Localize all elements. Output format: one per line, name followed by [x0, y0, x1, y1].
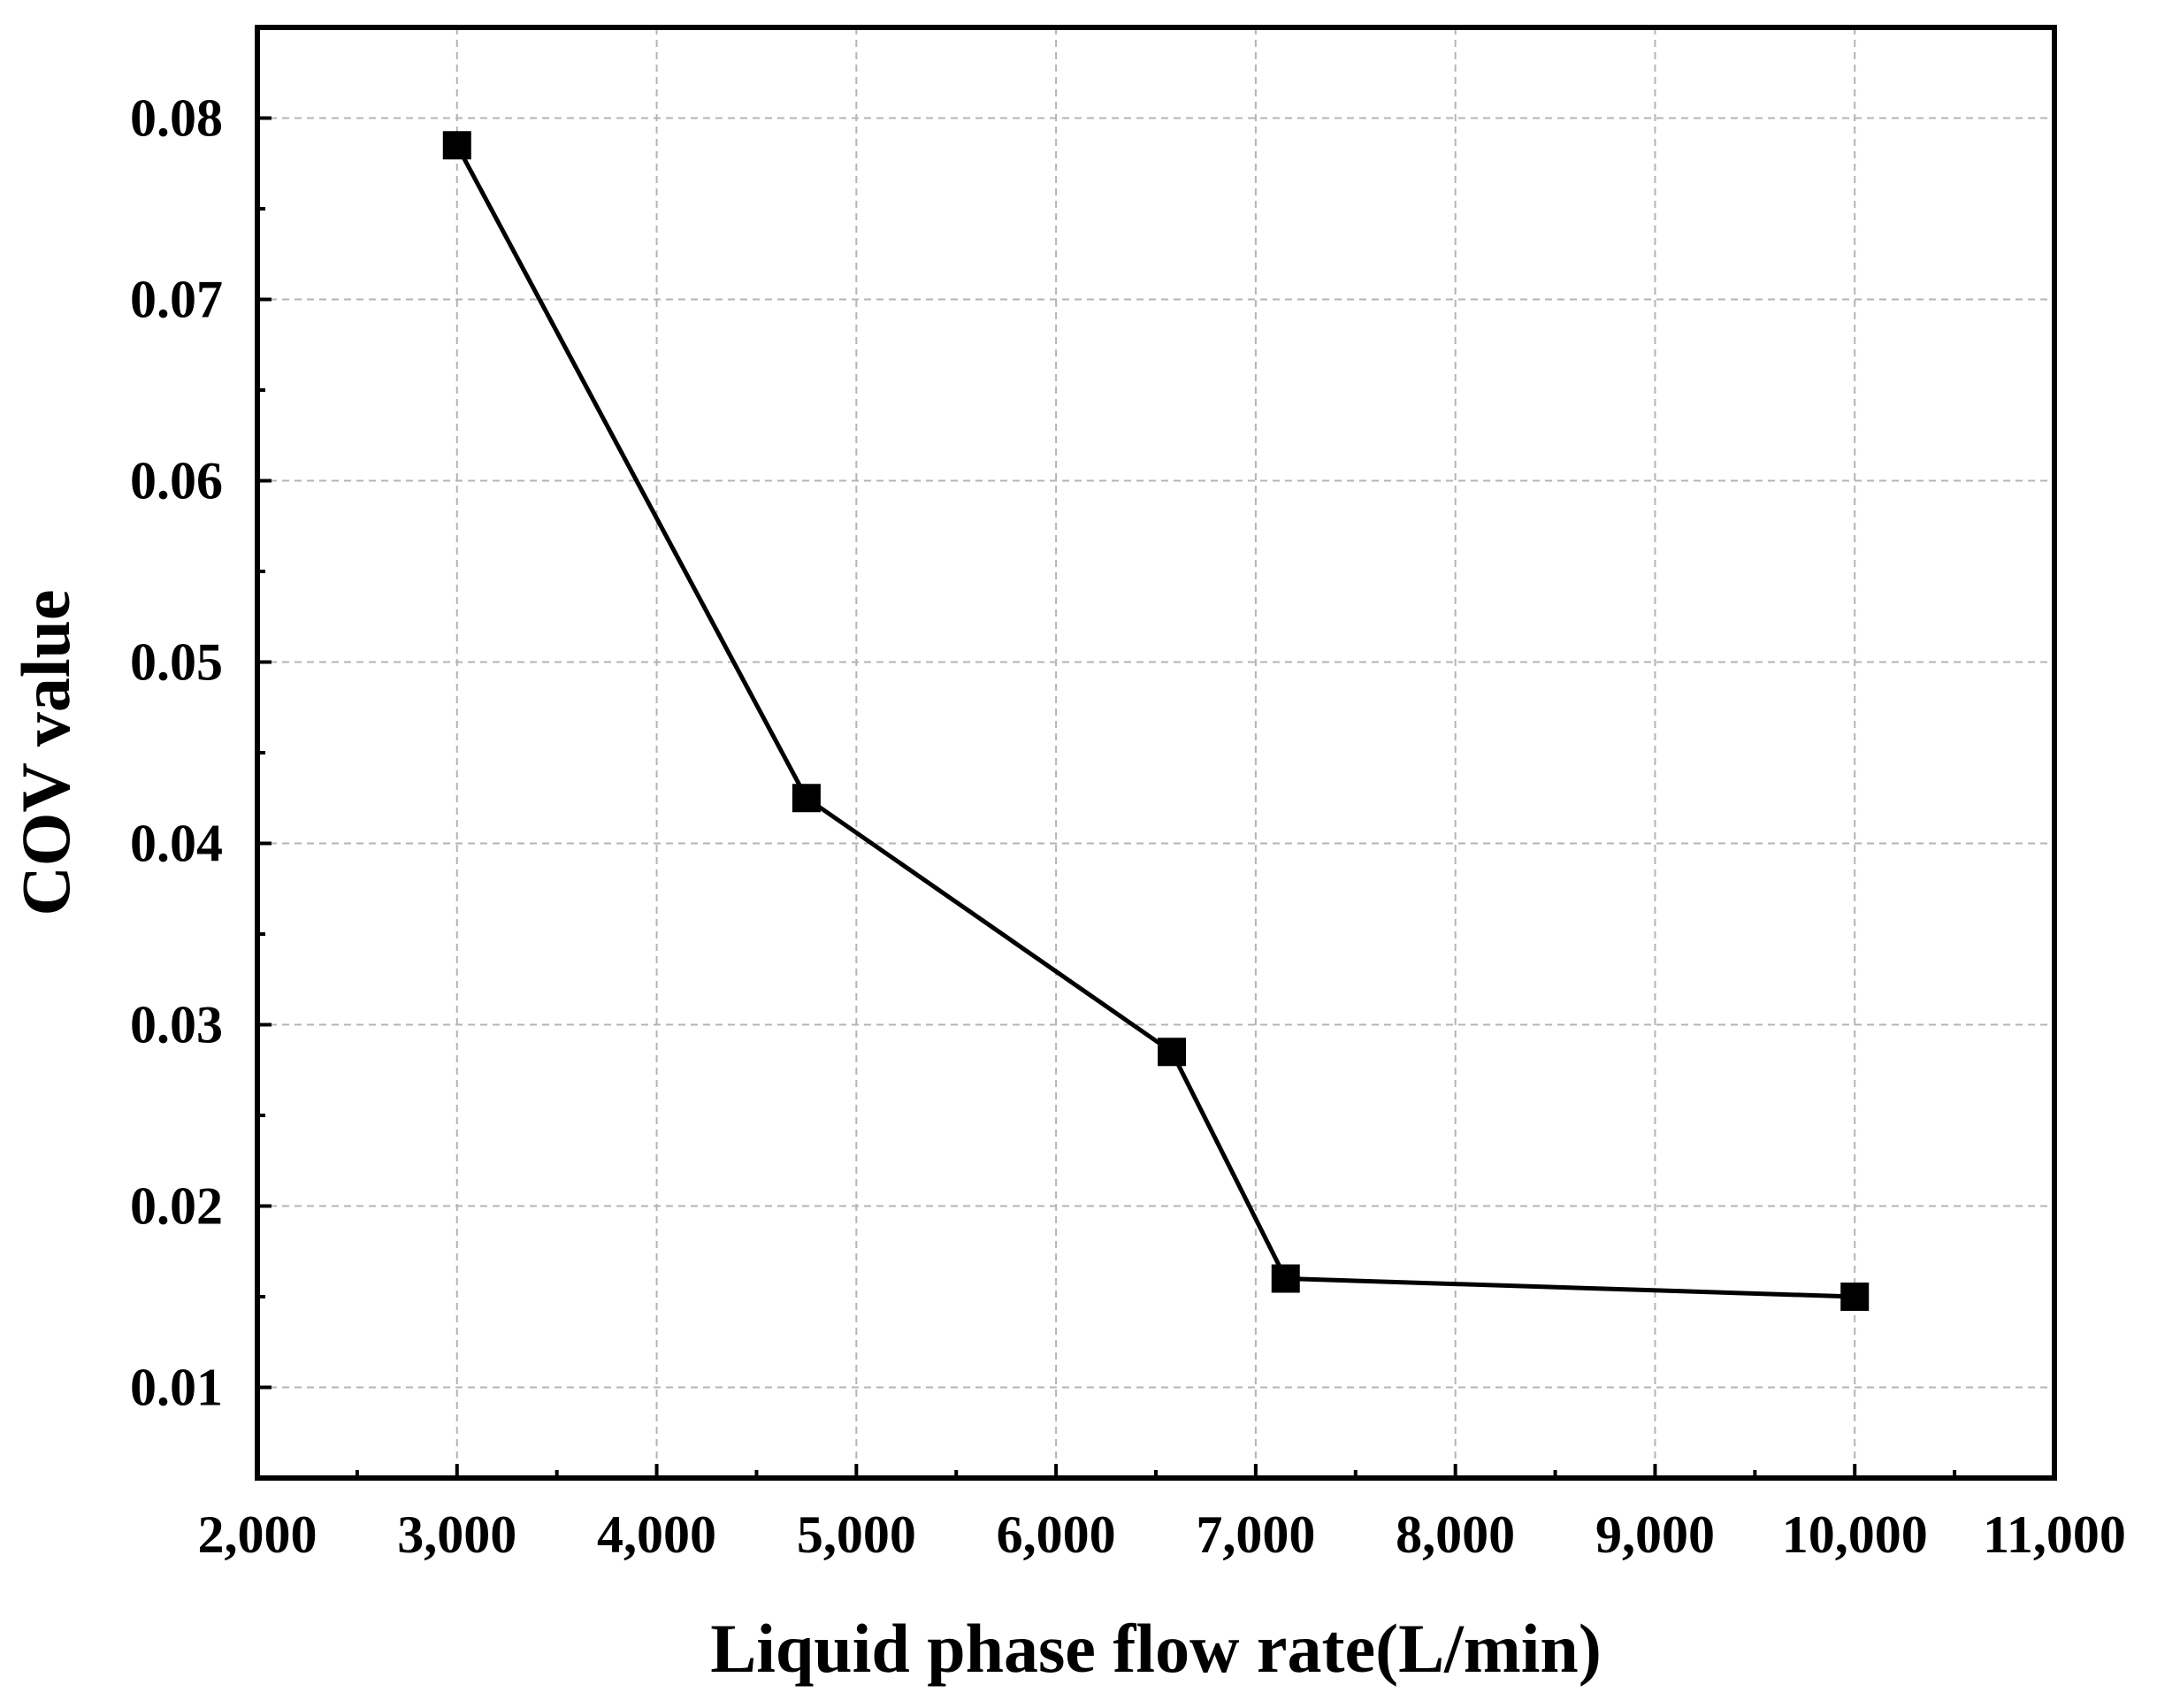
y-axis-title: COV value: [7, 589, 84, 915]
x-tick-label: 10,000: [1782, 1505, 1928, 1564]
y-tick-label: 0.02: [130, 1177, 223, 1236]
series-line: [455, 144, 1855, 1299]
y-tick-label: 0.07: [130, 271, 223, 329]
x-tick-label: 7,000: [1196, 1505, 1315, 1564]
y-tick-label: 0.04: [130, 815, 223, 873]
y-tick-label: 0.06: [130, 452, 223, 510]
series-layer: [442, 131, 1870, 1311]
data-point-marker: [1271, 1264, 1300, 1293]
x-tick-label: 5,000: [797, 1505, 916, 1564]
data-point-marker: [1840, 1283, 1870, 1311]
y-tick-label: 0.08: [130, 89, 223, 148]
x-tick-label: 8,000: [1396, 1505, 1515, 1564]
y-tick-label: 0.03: [130, 996, 223, 1054]
x-tick-label: 2,000: [198, 1505, 317, 1564]
plot-frame: [255, 25, 2057, 1481]
x-tick-label: 11,000: [1983, 1505, 2126, 1564]
x-tick-label: 6,000: [997, 1505, 1116, 1564]
x-axis-title: Liquid phase flow rate(L/min): [710, 1610, 1602, 1687]
grid-lines: [257, 27, 2054, 1478]
x-tick-label: 3,000: [397, 1505, 516, 1564]
data-point-marker: [442, 131, 471, 160]
y-tick-labels: 0.01 0.02 0.03 0.04 0.05 0.06 0.07 0.08: [130, 89, 223, 1417]
data-point-marker: [1158, 1038, 1187, 1067]
y-tick-label: 0.05: [130, 633, 223, 692]
x-tick-labels: 2,000 3,000 4,000 5,000 6,000 7,000 8,000 9,000…: [198, 1505, 2126, 1564]
data-point-marker: [792, 784, 821, 813]
y-tick-label: 0.01: [130, 1359, 223, 1417]
x-tick-label: 9,000: [1595, 1505, 1715, 1564]
axis-ticks: [256, 26, 2056, 1478]
x-tick-label: 4,000: [597, 1505, 716, 1564]
